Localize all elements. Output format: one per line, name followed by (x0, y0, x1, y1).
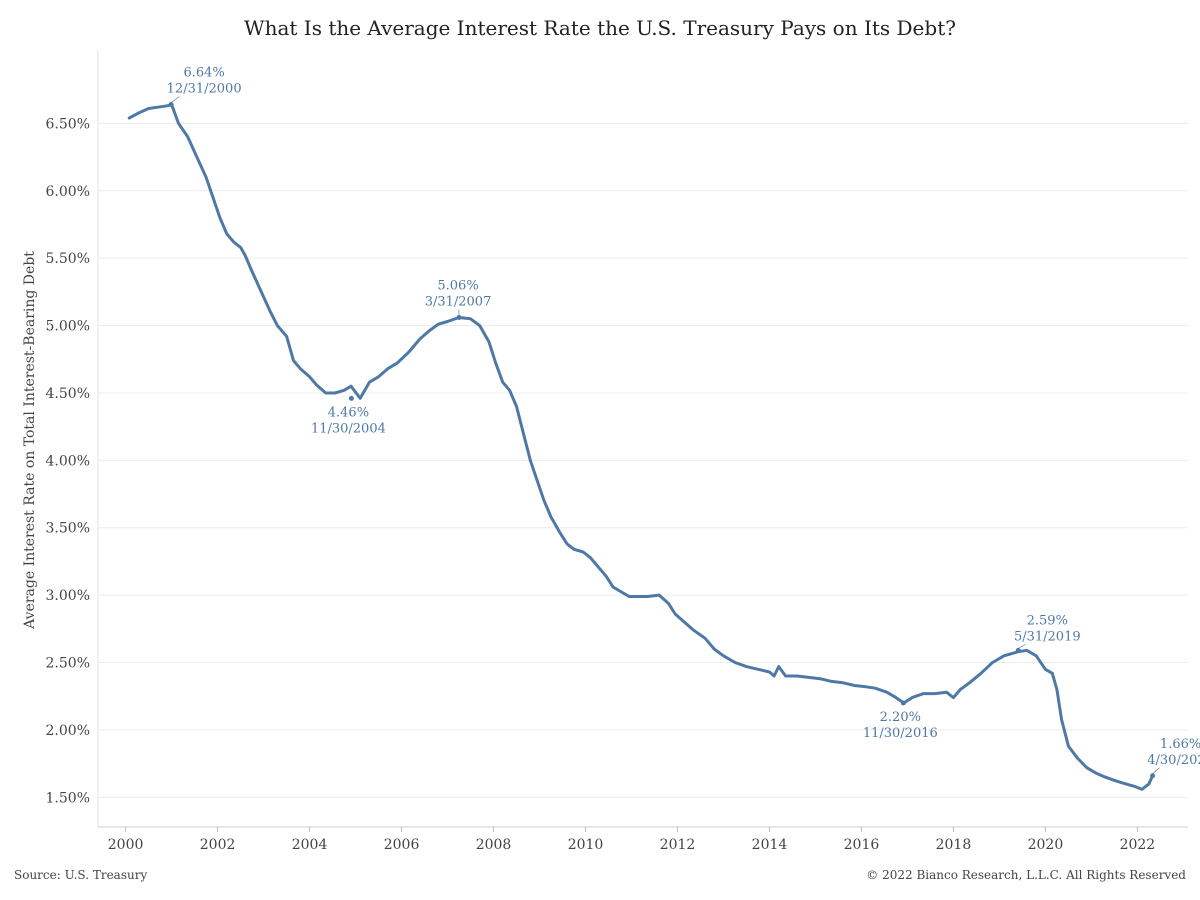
annotation-leader (1018, 644, 1026, 649)
y-tick-label: 5.50% (46, 251, 90, 267)
series-line (127, 103, 1155, 791)
x-tick-label: 2020 (1028, 837, 1064, 853)
annotation-date: 11/30/2004 (311, 421, 386, 436)
y-tick-label: 4.00% (46, 453, 90, 469)
annotation-value: 2.20% (880, 710, 921, 725)
y-tick-labels: 1.50% 2.00% 2.50% 3.00% 3.50% 4.00% 4.50% 5.00%… (46, 116, 90, 806)
annotation-date: 3/31/2007 (425, 294, 492, 309)
annotation-point (456, 314, 462, 320)
annotation-value: 6.64% (183, 65, 224, 80)
chart-title: What Is the Average Interest Rate the U.… (244, 16, 956, 40)
y-tick-label: 5.00% (46, 319, 90, 335)
annotation-value: 4.46% (328, 405, 369, 420)
x-tick-label: 2002 (200, 837, 236, 853)
x-tick-label: 2010 (568, 837, 604, 853)
annotation-value: 5.06% (437, 278, 478, 293)
y-tick-label: 3.00% (46, 588, 90, 604)
x-tick-label: 2012 (660, 837, 696, 853)
y-tick-label: 1.50% (46, 790, 90, 806)
x-tick-label: 2000 (108, 837, 144, 853)
x-tick-labels: 2000 2002 2004 2006 2008 2010 2012 2014 2016 2018… (108, 837, 1155, 853)
x-tick-label: 2004 (292, 837, 328, 853)
copyright-note: © 2022 Bianco Research, L.L.C. All Right… (866, 868, 1186, 882)
x-tick-label: 2016 (844, 837, 880, 853)
annotation-point (1015, 647, 1021, 653)
x-tick-label: 2018 (936, 837, 972, 853)
annotation-point (900, 700, 906, 706)
y-tick-label: 6.00% (46, 184, 90, 200)
x-tick-label: 2022 (1120, 837, 1156, 853)
gridlines (98, 122, 1188, 798)
annotation-value: 1.66% (1160, 737, 1200, 752)
annotation-date: 11/30/2016 (863, 726, 938, 741)
annotation-point (348, 395, 354, 401)
annotation-leader (170, 96, 180, 103)
x-tick-label: 2008 (476, 837, 512, 853)
x-tick-label: 2014 (752, 837, 788, 853)
axes (97, 50, 1188, 832)
annotations-layer: 6.64%12/31/2000 4.46%11/30/2004 5.06%3/31/… (167, 65, 1200, 779)
y-tick-label: 3.50% (46, 521, 90, 537)
annotation-leader (1152, 767, 1160, 775)
series-layer (127, 103, 1155, 791)
x-tick-label: 2006 (384, 837, 420, 853)
annotation-point (1150, 773, 1156, 779)
y-tick-label: 2.50% (46, 656, 90, 672)
annotation-value: 2.59% (1027, 613, 1068, 628)
y-tick-label: 4.50% (46, 386, 90, 402)
annotation-date: 4/30/2022 (1147, 753, 1200, 768)
source-note: Source: U.S. Treasury (14, 868, 148, 882)
y-tick-label: 2.00% (46, 723, 90, 739)
annotation-date: 12/31/2000 (167, 81, 242, 96)
annotation-date: 5/31/2019 (1014, 629, 1081, 644)
annotation-point (168, 101, 174, 107)
y-tick-label: 6.50% (46, 116, 90, 132)
